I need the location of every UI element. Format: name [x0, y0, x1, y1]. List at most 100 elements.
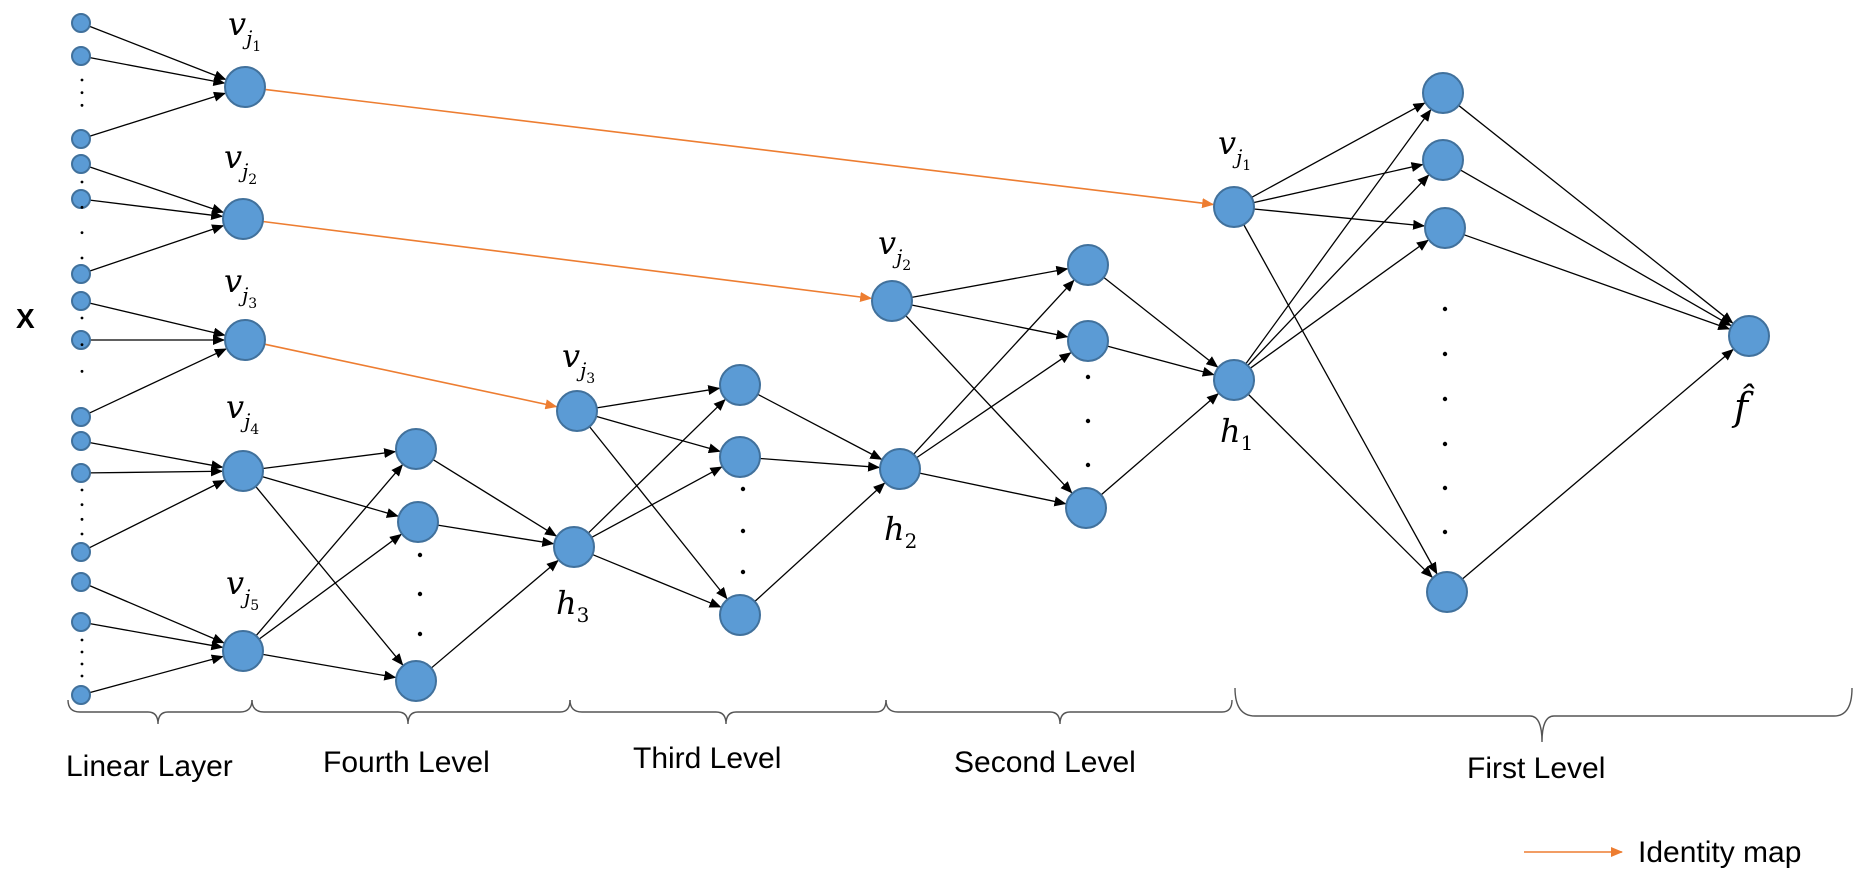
edges-layer: [88, 25, 1734, 694]
edge-v2h-c1: [911, 265, 1069, 299]
input-node-s12: [71, 572, 91, 592]
edge-s9-v4: [89, 441, 224, 471]
node-h1: [1213, 359, 1255, 401]
ellipsis-dot: [417, 591, 423, 597]
input-node-s3: [71, 154, 91, 174]
edge-b2-h2: [759, 457, 881, 472]
ellipsis-dot: [80, 674, 84, 678]
label-vj5-left: vj5: [226, 564, 259, 614]
ellipsis-dot: [80, 532, 84, 536]
input-node-s0: [71, 13, 91, 33]
label-h1: h1: [1220, 412, 1253, 455]
edge-h3-b1: [587, 398, 726, 534]
legend-identity-label: Identity map: [1638, 836, 1801, 869]
node-b1: [719, 364, 761, 406]
label-vj3-left: vj3: [224, 262, 257, 312]
edge-s12-v5: [89, 584, 225, 644]
ellipsis-dot: [1085, 418, 1091, 424]
brace-linear: [67, 699, 253, 725]
input-node-s1: [71, 46, 91, 66]
edge-s6-v3: [89, 302, 226, 338]
edge-b1-h2: [757, 393, 883, 460]
edge-v1h-d4: [1243, 224, 1438, 575]
label-f-hat: f̂: [1731, 384, 1755, 429]
node-d4: [1426, 571, 1468, 613]
identity-map-layer: [262, 88, 1215, 410]
identity-map-v2-v2h: [262, 220, 873, 302]
input-node-s11: [71, 542, 91, 562]
ellipsis-dot: [80, 369, 84, 373]
edge-v1h-d2: [1253, 162, 1424, 204]
node-c1: [1067, 244, 1109, 286]
label-vj3-hier: vj3: [562, 337, 595, 387]
edge-d1-out: [1458, 104, 1734, 324]
identity-map-v1-v1h: [264, 88, 1215, 209]
edge-h2-c1: [913, 279, 1075, 455]
label-h3: h3: [556, 584, 589, 627]
node-out: [1728, 315, 1770, 357]
node-v2: [222, 198, 264, 240]
node-v3: [224, 319, 266, 361]
edge-c3-h1: [1100, 393, 1219, 496]
edge-v4-a2: [262, 475, 399, 518]
ellipsis-dot: [80, 650, 84, 654]
edge-s2-v1: [89, 91, 226, 137]
label-vj1-hier: vj1: [1218, 124, 1251, 174]
ellipsis-dot: [80, 316, 84, 320]
ellipsis-dot: [1085, 462, 1091, 468]
ellipsis-dot: [1442, 529, 1448, 535]
node-c3: [1065, 487, 1107, 529]
node-v4: [222, 450, 264, 492]
ellipsis-dot: [80, 91, 84, 95]
ellipsis-dot: [80, 662, 84, 666]
node-a3: [395, 660, 437, 702]
edge-c2-h1: [1107, 345, 1215, 377]
ellipsis-dot: [80, 205, 84, 209]
node-a2: [397, 501, 439, 543]
edge-v1h-d3: [1253, 208, 1426, 230]
brace-third: [569, 699, 887, 725]
node-v1h: [1213, 186, 1255, 228]
edge-d2-out: [1460, 169, 1732, 327]
edge-h1-d2: [1247, 174, 1430, 366]
level-braces: [67, 687, 1853, 743]
edge-v1h-d1: [1251, 102, 1426, 198]
input-node-s6: [71, 291, 91, 311]
ellipsis-dot: [80, 103, 84, 107]
level-label-third: Third Level: [633, 742, 781, 775]
node-c2: [1067, 320, 1109, 362]
ellipsis-dot: [80, 180, 84, 184]
edge-s3-v2: [89, 166, 225, 214]
edge-h2-c2: [916, 352, 1072, 459]
edge-b3-h2: [754, 482, 886, 602]
input-node-s8: [71, 407, 91, 427]
node-d2: [1422, 139, 1464, 181]
edge-v4-a1: [262, 448, 397, 470]
edge-d4-out: [1461, 348, 1734, 580]
edge-v5-a1: [255, 464, 403, 637]
edge-s13-v5: [89, 622, 224, 651]
input-node-s14: [71, 685, 91, 705]
ellipsis-dot: [417, 552, 423, 558]
node-d1: [1422, 72, 1464, 114]
edge-h1-d4: [1247, 393, 1433, 578]
node-h2: [879, 448, 921, 490]
edge-v4-a3: [255, 486, 404, 666]
ellipsis-dot: [80, 78, 84, 82]
ellipsis-dot: [417, 631, 423, 637]
node-v5: [222, 630, 264, 672]
edge-c1-h1: [1103, 276, 1219, 368]
edge-a3-h3: [430, 559, 559, 669]
node-v1: [224, 66, 266, 108]
brace-first: [1234, 687, 1853, 743]
input-node-s10: [71, 463, 91, 483]
edge-a2-h3: [437, 524, 555, 547]
input-node-s5: [71, 264, 91, 284]
ellipsis-dot: [80, 231, 84, 235]
label-vj2-hier: vj2: [878, 224, 911, 274]
ellipsis-dot: [1442, 306, 1448, 312]
label-vj4-left: vj4: [226, 388, 259, 438]
ellipsis-dot: [80, 488, 84, 492]
level-label-linear: Linear Layer: [66, 750, 233, 783]
